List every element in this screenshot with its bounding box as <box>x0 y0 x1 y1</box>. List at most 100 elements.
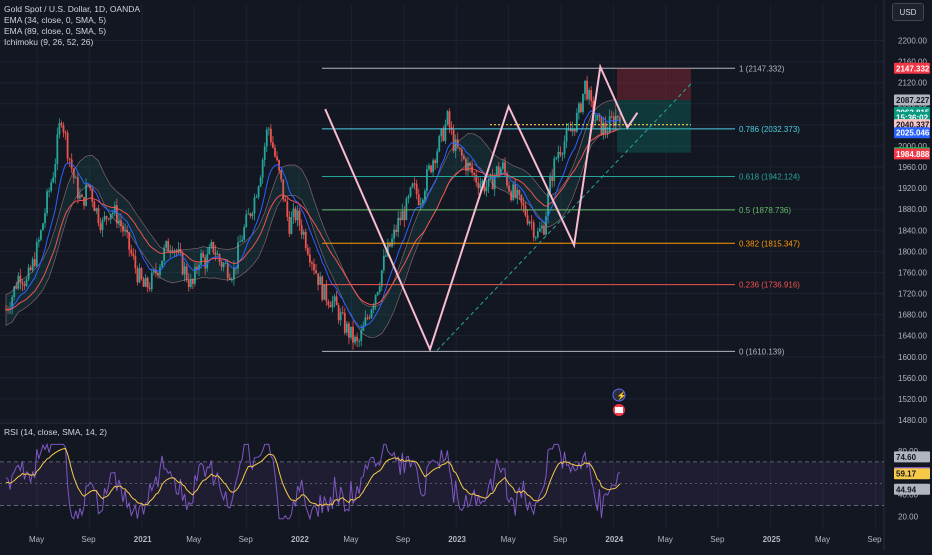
candle-body <box>350 326 352 338</box>
candle-body <box>85 184 87 206</box>
candle-body <box>508 185 510 192</box>
candle-body <box>329 305 332 308</box>
lightning-icon[interactable]: ⚡ <box>612 388 626 402</box>
currency-button[interactable]: USD <box>892 3 924 21</box>
candle-body <box>46 191 48 214</box>
candle-body <box>532 222 535 238</box>
candle-body <box>311 262 313 264</box>
candle-body <box>122 225 124 232</box>
price-tick-label: 1640.00 <box>898 332 927 341</box>
candle-body <box>460 149 463 156</box>
candle-body <box>286 201 289 217</box>
candle-body <box>325 284 328 302</box>
candle-body <box>93 201 96 212</box>
fib-level-label: 0 (1610.139) <box>739 347 785 356</box>
candle-body <box>157 273 159 276</box>
candle-body <box>216 254 219 256</box>
candle-body <box>140 268 143 280</box>
candle-body <box>358 340 361 342</box>
candle-body <box>148 287 151 290</box>
candle-body <box>142 279 145 287</box>
candle-body <box>103 216 106 221</box>
candle-body <box>235 267 237 269</box>
price-tick-label: 1880.00 <box>898 205 927 214</box>
flag-icon-shape[interactable] <box>615 407 623 413</box>
candle-body <box>598 114 601 117</box>
candle-body <box>72 168 75 178</box>
candle-body <box>33 259 36 266</box>
candle-body <box>13 286 16 297</box>
candle-body <box>475 174 478 183</box>
candle-body <box>284 199 287 202</box>
candle-body <box>62 125 65 133</box>
candle-body <box>35 241 38 266</box>
candle-body <box>426 169 428 192</box>
fib-level-label: 0.5 (1878.736) <box>739 206 791 215</box>
ema-89-label[interactable]: EMA (89, close, 0, SMA, 5) <box>4 26 107 36</box>
rsi-tag-bg <box>894 451 930 463</box>
candle-body <box>510 191 513 200</box>
flag-icon[interactable] <box>613 404 625 416</box>
candle-body <box>173 250 176 252</box>
candle-body <box>272 142 274 148</box>
candle-body <box>434 160 437 164</box>
candle-body <box>360 330 363 341</box>
candle-body <box>115 205 118 224</box>
candle-body <box>194 266 196 284</box>
candle-body <box>577 103 580 113</box>
rsi-legend[interactable]: RSI (14, close, SMA, 14, 2) <box>4 427 107 437</box>
candle-body <box>534 237 537 239</box>
candle-body <box>497 166 500 175</box>
rsi-tag-bg <box>894 468 930 480</box>
candle-body <box>366 317 369 319</box>
rsi-tick-label: 40.00 <box>898 491 919 500</box>
candle-body <box>165 241 168 248</box>
candle-body <box>261 160 264 178</box>
candle-body <box>210 242 213 248</box>
candle-body <box>97 208 100 224</box>
candle-body <box>337 305 340 321</box>
candle-body <box>452 129 455 152</box>
candle-body <box>354 336 356 343</box>
candle-body <box>456 139 459 148</box>
candle-body <box>120 220 122 226</box>
lightning-icon-circle[interactable] <box>612 388 626 402</box>
ema-34-label[interactable]: EMA (34, close, 0, SMA, 5) <box>4 15 107 25</box>
candle-body <box>436 151 439 164</box>
candle-body <box>89 184 92 189</box>
candle-body <box>403 210 406 220</box>
price-tag-bg <box>894 127 930 139</box>
candle-body <box>374 295 377 305</box>
candle-body <box>255 196 258 198</box>
candle-body <box>590 90 593 101</box>
candle-body <box>60 123 63 126</box>
time-tick-label: Sep <box>81 535 96 544</box>
candle-body <box>159 267 161 276</box>
candle-body <box>249 213 252 216</box>
candle-body <box>409 187 412 197</box>
candle-body <box>308 254 311 263</box>
candle-body <box>313 263 315 271</box>
ichimoku-label[interactable]: Ichimoku (9, 26, 52, 26) <box>4 37 94 47</box>
candle-body <box>37 239 40 242</box>
candle-body <box>493 175 496 190</box>
ema-34-line <box>5 110 621 329</box>
candle-body <box>269 128 272 143</box>
rsi-tick-label: 20.00 <box>898 513 919 522</box>
candle-body <box>118 220 120 224</box>
candle-body <box>132 253 135 256</box>
candle-body <box>220 261 223 268</box>
candle-body <box>575 112 578 132</box>
time-tick-label: May <box>186 535 201 544</box>
candle-body <box>177 248 180 253</box>
symbol-title[interactable]: Gold Spot / U.S. Dollar, 1D, OANDA <box>4 4 141 14</box>
candle-body <box>514 184 517 198</box>
candle-body <box>91 188 94 202</box>
candle-body <box>263 146 266 161</box>
candle-body <box>391 238 393 247</box>
candle-body <box>530 221 533 223</box>
candle-body <box>417 194 420 205</box>
